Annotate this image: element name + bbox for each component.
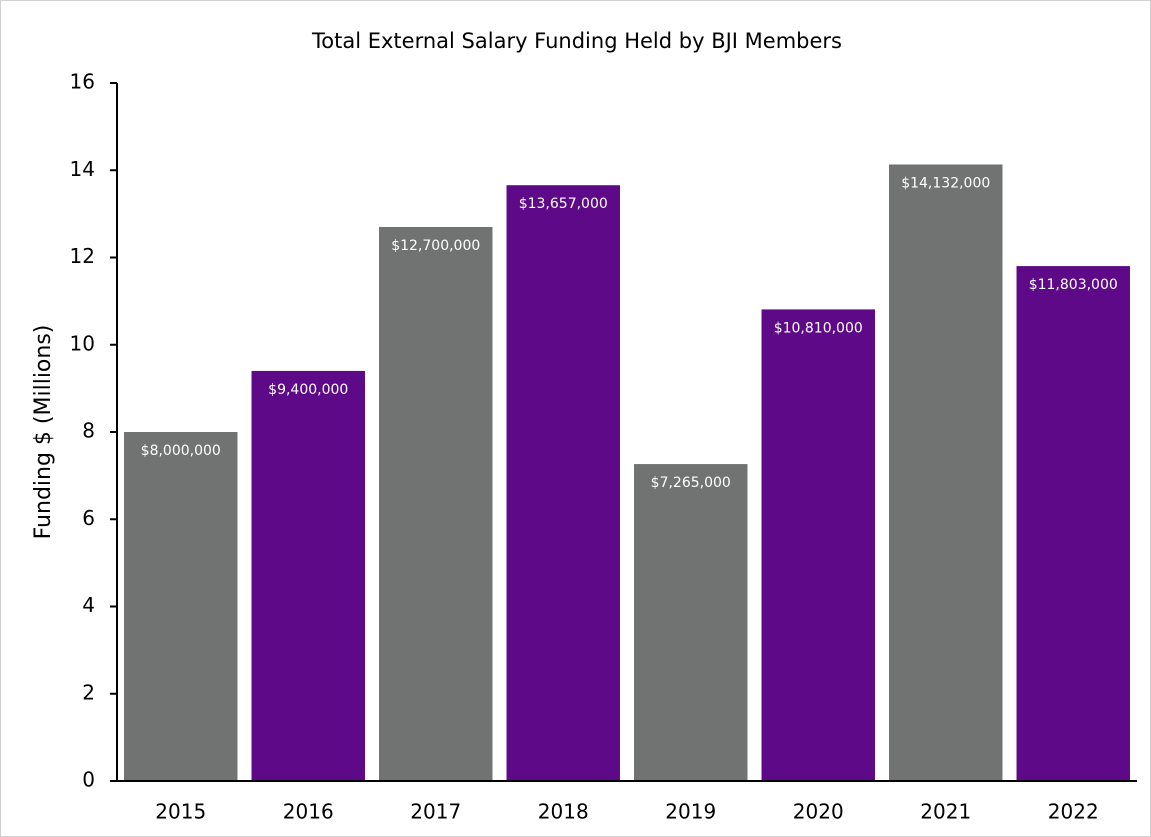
bar (889, 164, 1003, 781)
y-tick-label: 12 (70, 244, 95, 268)
bar (634, 464, 748, 781)
value-label: $14,132,000 (901, 175, 990, 191)
y-axis-label: Funding $ (Millions) (31, 325, 56, 540)
x-tick-label: 2020 (793, 800, 844, 824)
value-label: $10,810,000 (774, 320, 863, 336)
bar (761, 309, 875, 781)
y-tick-label: 16 (70, 70, 95, 94)
y-tick-label: 0 (82, 768, 95, 792)
y-tick-label: 4 (82, 593, 95, 617)
bar (506, 185, 620, 781)
value-label: $8,000,000 (141, 443, 221, 459)
chart-title: Total External Salary Funding Held by BJ… (311, 29, 842, 53)
value-label: $13,657,000 (519, 196, 608, 212)
x-tick-label: 2021 (920, 800, 971, 824)
y-tick-label: 2 (82, 680, 95, 704)
x-tick-label: 2018 (538, 800, 589, 824)
bar (251, 370, 365, 781)
bar (379, 226, 493, 781)
value-label: $12,700,000 (391, 238, 480, 254)
bar (124, 432, 238, 781)
x-tick-label: 2019 (665, 800, 716, 824)
y-tick-label: 8 (82, 419, 95, 443)
x-tick-label: 2016 (283, 800, 334, 824)
value-label: $9,400,000 (268, 382, 348, 398)
value-label: $7,265,000 (651, 475, 731, 491)
x-tick-label: 2017 (410, 800, 461, 824)
y-tick-label: 6 (82, 506, 95, 530)
x-tick-label: 2022 (1048, 800, 1099, 824)
bar (1016, 266, 1130, 781)
y-tick-label: 14 (70, 157, 95, 181)
y-tick-label: 10 (70, 331, 95, 355)
x-tick-label: 2015 (155, 800, 206, 824)
value-label: $11,803,000 (1029, 277, 1118, 293)
